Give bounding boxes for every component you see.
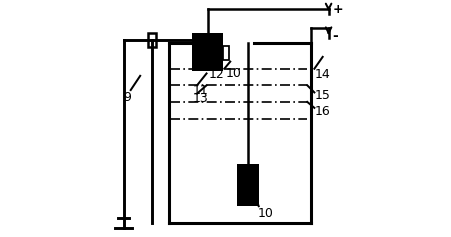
Text: -: - [332,28,338,43]
Text: 15: 15 [314,90,330,102]
Bar [148,33,156,47]
Text: 12: 12 [209,68,225,81]
Text: 13: 13 [192,92,208,105]
Text: 11: 11 [192,84,208,96]
Bar [192,33,223,71]
Text: +: + [332,3,343,16]
Text: 16: 16 [314,105,330,118]
Bar [223,46,229,60]
Text: 9: 9 [124,91,131,104]
Text: 10: 10 [258,207,273,220]
Text: 10: 10 [226,67,241,80]
Bar [237,164,259,206]
Text: 14: 14 [314,68,330,81]
